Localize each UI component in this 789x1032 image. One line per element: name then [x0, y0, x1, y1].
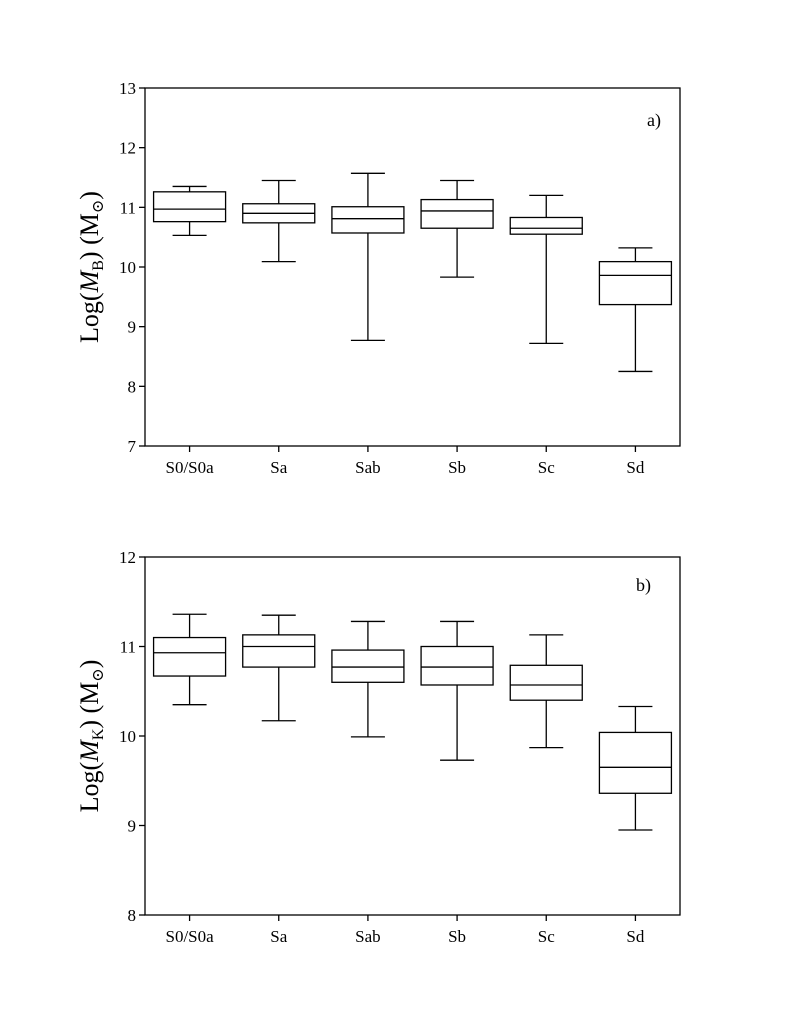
box-plot-Sa [242, 179, 316, 263]
box-plot-Sab [331, 620, 405, 738]
y-axis-label-sub2: ⊙ [90, 200, 107, 213]
iqr-box [509, 216, 583, 235]
y-tick-label: 9 [128, 817, 137, 836]
category-label: Sab [355, 458, 381, 477]
y-tick-label: 10 [119, 727, 136, 746]
panel-label: a) [647, 110, 661, 131]
y-tick-label: 12 [119, 139, 136, 158]
iqr-box [598, 731, 673, 794]
category-label: S0/S0a [165, 458, 214, 477]
category-label: Sc [538, 927, 555, 946]
category-label: S0/S0a [165, 927, 214, 946]
y-tick-label: 7 [128, 437, 137, 456]
y-axis-label-sub: B [90, 260, 107, 271]
box-plot-Sc [509, 194, 583, 345]
panel-a: 7 8 9 10 11 12 13 S0/S0a Sa Sab Sb Sc Sd a) Log(MB) (M… [75, 79, 681, 477]
box-plot-Sb [420, 620, 494, 761]
category-label: Sc [538, 458, 555, 477]
y-axis-label: Log(MK) (M⊙) [75, 660, 107, 813]
y-axis-label-suffix: ) (M [75, 213, 104, 260]
y-axis-label-sub2: ⊙ [90, 668, 107, 681]
box-plot-Sd [598, 247, 673, 373]
y-tick-label: 12 [119, 548, 136, 567]
y-tick-label: 13 [119, 79, 136, 98]
y-axis-label-sub: K [90, 728, 107, 740]
box-plot-Sc [509, 634, 583, 749]
box-plot-Sd [598, 705, 673, 831]
y-axis-label-var: M [75, 269, 104, 293]
y-tick-label: 9 [128, 318, 137, 337]
y-tick-label: 11 [120, 198, 136, 217]
y-axis-label-end: ) [75, 191, 104, 200]
category-label: Sb [448, 458, 466, 477]
y-tick-label: 8 [128, 906, 137, 925]
iqr-box [509, 664, 583, 701]
y-axis-label-prefix: Log( [75, 762, 104, 813]
iqr-box [152, 636, 227, 677]
box-plot-Sb [420, 179, 494, 278]
y-tick-label: 8 [128, 377, 137, 396]
y-axis-label-suffix: ) (M [75, 682, 104, 729]
panel-label: b) [636, 575, 651, 596]
iqr-box [242, 634, 316, 668]
y-axis-label-var: M [75, 739, 104, 763]
iqr-box [420, 198, 494, 229]
panel-b: 8 9 10 11 12 S0/S0a Sa Sab Sb Sc Sd b) Log(MK) (M⊙) [75, 548, 681, 946]
box-plot-S0/S0a [152, 613, 227, 706]
y-axis-label: Log(MB) (M⊙) [75, 191, 107, 343]
iqr-box [331, 649, 405, 683]
box-plot-Sab [331, 172, 405, 342]
iqr-box [331, 206, 405, 234]
iqr-box [598, 260, 673, 306]
category-label: Sb [448, 927, 466, 946]
y-axis-label-prefix: Log( [75, 292, 104, 343]
category-label: Sa [270, 458, 287, 477]
box-plot-S0/S0a [152, 185, 227, 237]
category-label: Sd [626, 458, 644, 477]
category-label: Sd [626, 927, 644, 946]
iqr-box [152, 191, 227, 223]
category-label: Sa [270, 927, 287, 946]
iqr-box [420, 645, 494, 686]
y-tick-label: 10 [119, 258, 136, 277]
category-label: Sab [355, 927, 381, 946]
y-tick-label: 11 [120, 638, 136, 657]
y-axis-label-end: ) [75, 660, 104, 669]
box-plot-Sa [242, 614, 316, 722]
